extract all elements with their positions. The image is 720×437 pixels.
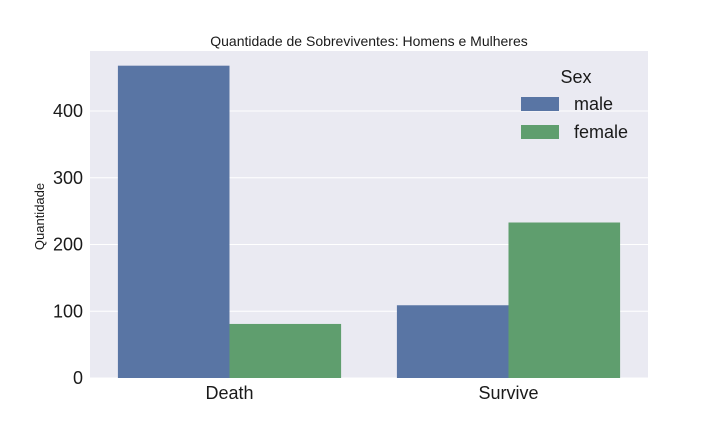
x-tick-label: Survive (478, 383, 538, 403)
y-tick-label: 300 (53, 168, 83, 188)
bar-male-survive (396, 305, 509, 378)
legend: Sex male female (521, 67, 628, 142)
legend-title: Sex (560, 67, 591, 87)
bar-female-death (229, 323, 342, 378)
legend-label-female: female (574, 122, 628, 142)
y-tick-label: 200 (53, 235, 83, 255)
legend-swatch-male (521, 97, 559, 111)
y-tick-label: 0 (73, 368, 83, 388)
y-axis-label: Quantidade (32, 183, 47, 250)
y-tick-label: 100 (53, 301, 83, 321)
legend-label-male: male (574, 94, 613, 114)
legend-items: male female (521, 94, 628, 142)
y-axis-ticks: 0 100 200 300 400 (53, 101, 83, 388)
bar-male-death (117, 65, 230, 378)
bar-female-survive (508, 222, 621, 378)
chart-title: Quantidade de Sobreviventes: Homens e Mu… (210, 33, 528, 49)
y-tick-label: 400 (53, 101, 83, 121)
x-axis-ticks: Death Survive (205, 383, 538, 403)
bars (117, 65, 621, 378)
legend-swatch-female (521, 125, 559, 139)
x-tick-label: Death (205, 383, 253, 403)
